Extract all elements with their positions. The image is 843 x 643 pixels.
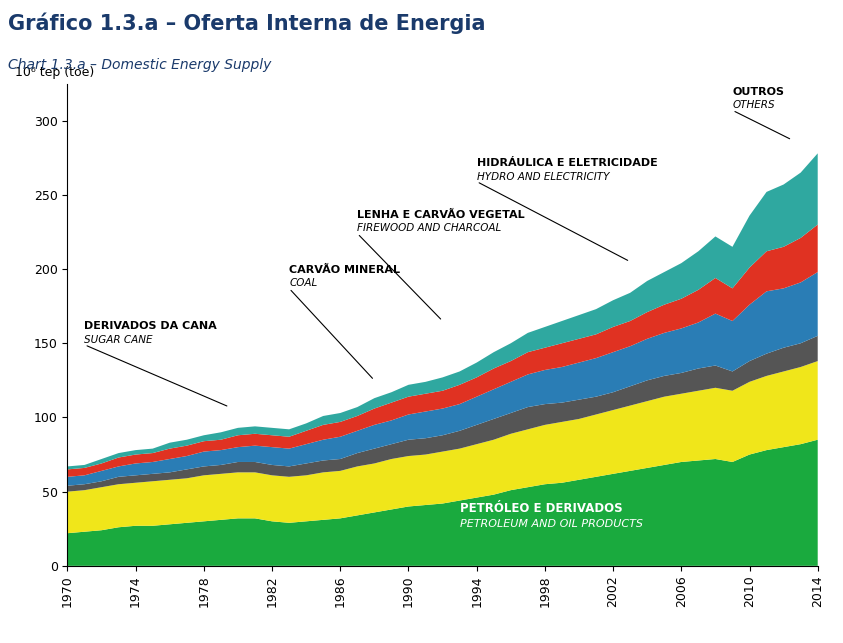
Text: HIDRÁULICA E ELETRICIDADE: HIDRÁULICA E ELETRICIDADE — [476, 158, 658, 168]
Text: COAL: COAL — [289, 278, 317, 288]
Text: LENHA E CARVÃO VEGETAL: LENHA E CARVÃO VEGETAL — [357, 210, 525, 220]
Text: DERIVADOS DA CANA: DERIVADOS DA CANA — [84, 322, 217, 331]
Text: PETRÓLEO E DERIVADOS: PETRÓLEO E DERIVADOS — [459, 502, 622, 516]
Text: FIREWOOD AND CHARCOAL: FIREWOOD AND CHARCOAL — [357, 224, 502, 233]
Text: 10⁶ tep (toe): 10⁶ tep (toe) — [15, 66, 94, 79]
Text: Gráfico 1.3.a – Oferta Interna de Energia: Gráfico 1.3.a – Oferta Interna de Energi… — [8, 13, 486, 34]
Text: PETROLEUM AND OIL PRODUCTS: PETROLEUM AND OIL PRODUCTS — [459, 519, 642, 529]
Text: CARVÃO MINERAL: CARVÃO MINERAL — [289, 265, 400, 275]
Text: SUGAR CANE: SUGAR CANE — [84, 335, 153, 345]
Text: OTHERS: OTHERS — [733, 100, 775, 111]
Text: Chart 1.3.a – Domestic Energy Supply: Chart 1.3.a – Domestic Energy Supply — [8, 58, 271, 72]
Text: HYDRO AND ELECTRICITY: HYDRO AND ELECTRICITY — [476, 172, 609, 181]
Text: OUTROS: OUTROS — [733, 87, 785, 97]
